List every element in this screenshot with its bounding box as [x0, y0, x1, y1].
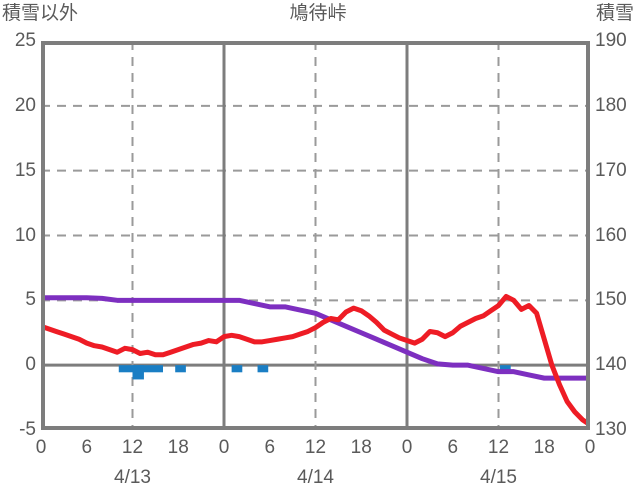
- chart-title: 鳩待峠: [289, 3, 347, 24]
- y-tick-left: 10: [14, 224, 36, 246]
- y-tick-right: 170: [595, 159, 627, 181]
- y-tick-right: 140: [595, 354, 627, 376]
- right-axis-title: 積雪: [595, 3, 634, 24]
- precipitation-bar: [231, 365, 243, 373]
- precipitation-bar: [500, 365, 511, 373]
- x-tick: 0: [35, 437, 47, 458]
- temperature-line: [41, 293, 590, 428]
- plot-area: [41, 41, 590, 430]
- plot-border: [41, 41, 590, 430]
- y-tick-left: 25: [14, 30, 36, 51]
- x-tick: 0: [584, 437, 596, 458]
- x-tick: 6: [264, 437, 276, 458]
- precipitation-bar: [175, 365, 186, 373]
- y-tick-left: 5: [25, 289, 36, 311]
- x-tick: 0: [401, 437, 413, 458]
- x-tick: 12: [304, 437, 327, 458]
- x-tick: 0: [218, 437, 230, 458]
- left-axis-title: 積雪以外: [2, 3, 79, 24]
- y-tick-left: -5: [19, 419, 36, 440]
- y-tick-right: 180: [595, 94, 627, 116]
- snow-depth-line: [41, 295, 590, 381]
- chart-canvas: [41, 41, 590, 430]
- y-tick-left: 0: [25, 354, 36, 376]
- y-tick-right: 150: [595, 289, 627, 311]
- x-date-label: 4/15: [480, 467, 517, 488]
- precipitation-bar: [132, 365, 144, 380]
- x-tick: 12: [121, 437, 144, 458]
- x-date-label: 4/13: [114, 467, 151, 488]
- x-tick: 12: [487, 437, 510, 458]
- y-tick-left: 20: [14, 94, 36, 116]
- y-tick-right: 160: [595, 224, 627, 246]
- precipitation-bar: [257, 365, 269, 373]
- y-tick-left: 15: [14, 159, 36, 181]
- x-tick: 18: [533, 437, 555, 458]
- y-tick-right: 130: [595, 419, 627, 440]
- x-tick: 6: [447, 437, 459, 458]
- x-tick: 18: [167, 437, 189, 458]
- x-date-label: 4/14: [297, 467, 334, 488]
- y-tick-right: 190: [595, 30, 627, 51]
- x-tick: 6: [81, 437, 93, 458]
- x-tick: 18: [350, 437, 372, 458]
